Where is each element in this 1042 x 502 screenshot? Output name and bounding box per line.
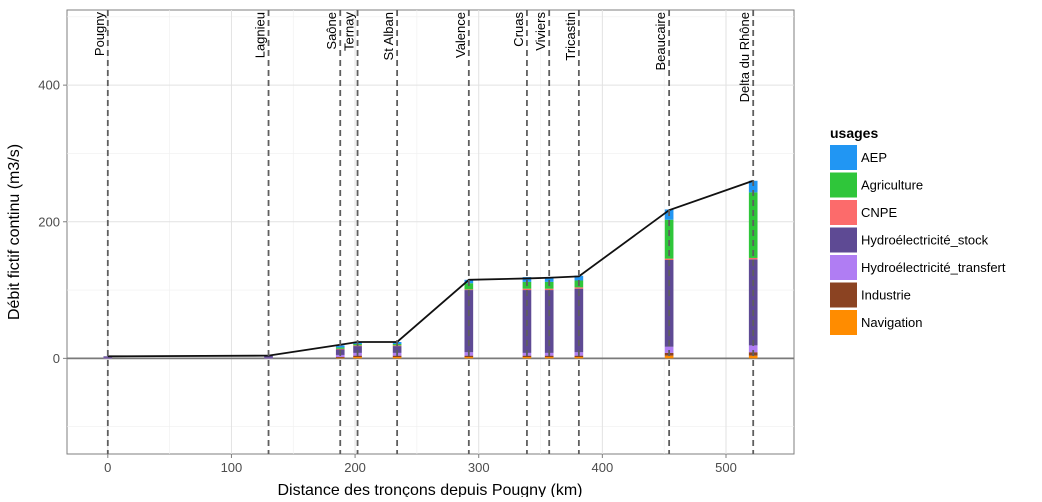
bar-segment-industrie <box>335 357 345 358</box>
station-label: Delta du Rhône <box>737 12 752 102</box>
legend-key-aep <box>830 145 857 170</box>
total-flow-line <box>107 179 754 358</box>
bar-segment-hydro-lectricit-stock <box>392 346 402 353</box>
y-axis-title: Débit fictif continu (m3/s) <box>6 144 23 320</box>
plot-panel <box>66 9 795 455</box>
station-label: Tricastin <box>563 12 578 61</box>
bar-segment-aep <box>574 275 584 281</box>
bar-segment-agriculture <box>335 347 345 349</box>
bar-segment-navigation <box>392 357 402 359</box>
bar-segment-cnpe <box>544 288 554 291</box>
y-tick-label: 400 <box>38 78 60 93</box>
legend-label: Industrie <box>861 288 911 303</box>
legend-key-hydro-lectricit-stock <box>830 227 857 253</box>
legend: usages AEP Agriculture CNPE Hydroélectricit… <box>830 125 1006 335</box>
station-label: Saône <box>324 12 339 50</box>
grid-layer <box>67 10 794 454</box>
bar-segment-navigation <box>544 357 554 359</box>
axis-layer: 0 100 200 300 400 500 0 200 400 <box>38 78 737 475</box>
legend-label: Hydroélectricité_transfert <box>861 260 1006 275</box>
bar-segment-industrie <box>392 355 402 358</box>
bar-segment-industrie <box>353 355 362 358</box>
bar-segment-aep <box>522 277 532 282</box>
bar-segment-aep <box>544 277 554 282</box>
legend-key-agriculture <box>830 172 857 198</box>
legend-label: CNPE <box>861 205 897 220</box>
bar-segment-cnpe <box>335 348 345 350</box>
station-layer: Pougny Lagnieu Saône Ternay St Alban Valence C… <box>92 10 755 454</box>
legend-key-cnpe <box>830 200 857 225</box>
station-label: Valence <box>453 12 468 58</box>
x-tick-label: 100 <box>221 460 243 475</box>
bar-segment-cnpe <box>748 257 758 260</box>
bar-segment-cnpe <box>464 289 474 291</box>
bar-segment-navigation <box>748 355 758 359</box>
legend-key-hydro-lectricit-transfert <box>830 255 857 280</box>
bar-segment-agriculture <box>464 283 474 290</box>
station-label: St Alban <box>381 12 396 60</box>
bar-segment-hydro-lectricit-transfert <box>264 357 273 359</box>
station-label: Pougny <box>92 12 107 57</box>
y-tick-label: 0 <box>53 351 60 366</box>
bar-segment-industrie <box>522 355 532 358</box>
bar-segment-hydro-lectricit-stock <box>353 346 362 353</box>
bar-segment-navigation <box>522 357 532 359</box>
bar-segment-cnpe <box>522 288 532 291</box>
total-line-layer <box>107 179 754 358</box>
bar-segment-aep <box>748 180 758 193</box>
bar-segment-navigation <box>664 355 674 359</box>
station-label: Ternay <box>342 12 357 52</box>
legend-label: Agriculture <box>861 178 923 193</box>
x-tick-label: 300 <box>468 460 490 475</box>
bar-segment-cnpe <box>574 287 584 289</box>
legend-label: Hydroélectricité_stock <box>861 233 989 248</box>
bar-segment-navigation <box>464 357 474 359</box>
station-label: Cruas <box>511 12 526 47</box>
bar-segment-industrie <box>544 355 554 358</box>
legend-key-navigation <box>830 310 857 335</box>
bar-segment-navigation <box>574 357 584 359</box>
station-label: Beaucaire <box>653 12 668 71</box>
x-tick-label: 400 <box>592 460 614 475</box>
bar-segment-hydro-lectricit-stock <box>264 355 273 358</box>
y-tick-label: 200 <box>38 214 60 229</box>
bar-segment-hydro-lectricit-stock <box>103 356 113 358</box>
legend-label: AEP <box>861 150 887 165</box>
legend-title: usages <box>830 125 878 141</box>
legend-key-industrie <box>830 282 857 308</box>
x-tick-label: 500 <box>715 460 737 475</box>
legend-label: Navigation <box>861 315 922 330</box>
bar-segment-navigation <box>353 357 362 359</box>
x-tick-label: 200 <box>344 460 366 475</box>
bar-segment-cnpe <box>664 258 674 261</box>
station-label: Viviers <box>533 12 548 51</box>
bar-segment-industrie <box>574 355 584 358</box>
bar-segment-hydro-lectricit-transfert <box>748 345 758 353</box>
bar-segment-industrie <box>464 355 474 358</box>
bar-segment-hydro-lectricit-transfert <box>103 357 113 359</box>
bar-segment-agriculture <box>664 219 674 259</box>
bar-segment-aep <box>335 345 345 348</box>
bar-segment-navigation <box>335 357 345 359</box>
bar-segment-hydro-lectricit-transfert <box>664 346 674 353</box>
station-label: Lagnieu <box>253 12 268 58</box>
x-tick-label: 0 <box>104 460 111 475</box>
x-axis-title: Distance des tronçons depuis Pougny (km) <box>277 482 582 497</box>
